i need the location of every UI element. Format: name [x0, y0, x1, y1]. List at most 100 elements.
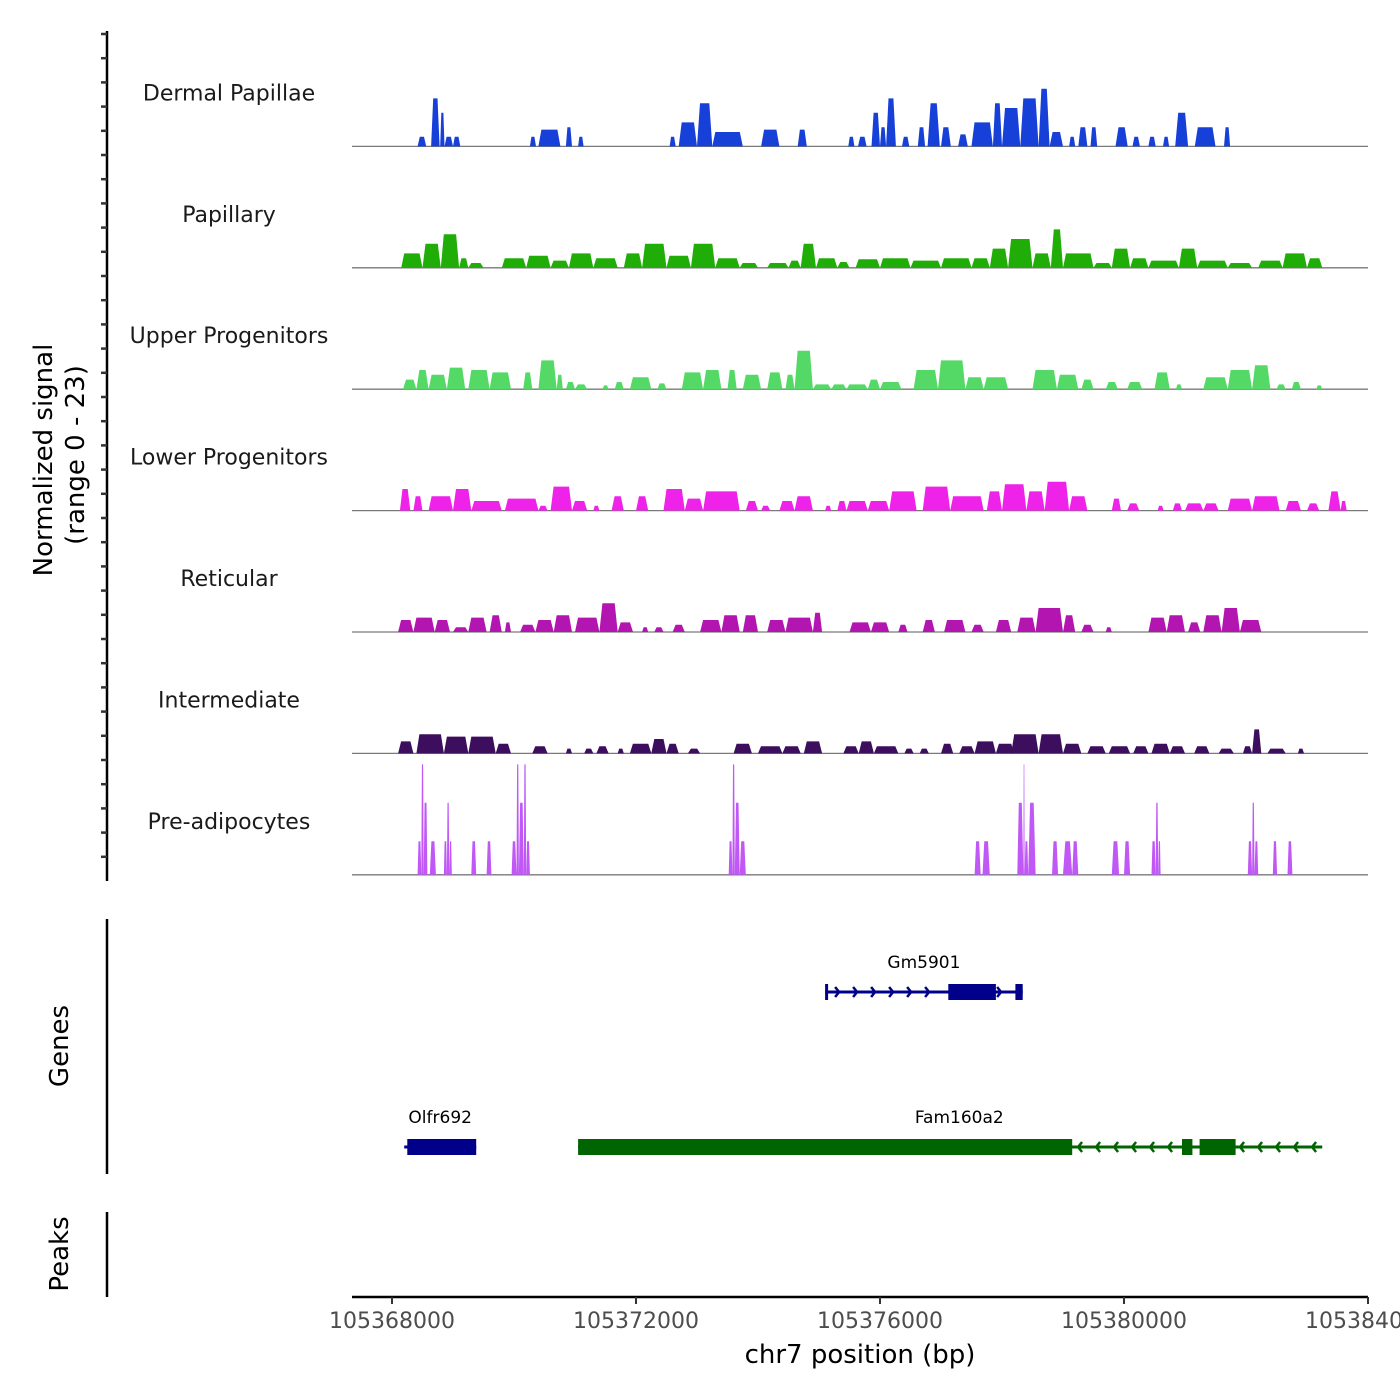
strand-arrow-icon: [1274, 1141, 1282, 1153]
signal-peak: [1328, 491, 1341, 511]
signal-peak: [596, 746, 609, 754]
signal-peak: [489, 615, 502, 632]
gene-olfr692[interactable]: Olfr692: [404, 1108, 477, 1155]
signal-peak: [1316, 385, 1323, 390]
signal-peak: [1239, 620, 1262, 632]
signal-peak: [1267, 748, 1286, 754]
signal-peak: [1111, 498, 1121, 511]
gene-exon: [578, 1139, 1073, 1155]
gene-fam160a2[interactable]: Fam160a2: [578, 1108, 1323, 1155]
signal-peak: [715, 258, 740, 268]
signal-peak: [1133, 746, 1149, 754]
signal-peak: [642, 243, 667, 268]
strand-arrow-icon: [1310, 1141, 1318, 1153]
signal-peak: [1038, 88, 1050, 147]
signal-peak: [855, 259, 880, 268]
signal-peak: [873, 746, 899, 754]
signal-peak: [501, 258, 527, 268]
signal-peak: [1002, 484, 1027, 511]
signal-peak: [858, 741, 874, 754]
signal-peak: [422, 243, 441, 268]
signal-peak: [468, 263, 484, 268]
signal-peak: [1252, 802, 1255, 875]
signal-peak: [403, 379, 417, 390]
signal-peak: [904, 748, 914, 754]
signal-peak: [849, 622, 871, 632]
gene-gm5901[interactable]: Gm5901: [825, 953, 1023, 1000]
signal-peak: [837, 501, 847, 511]
signal-peak: [666, 255, 691, 268]
signal-peak: [1127, 503, 1140, 511]
track-label: Papillary: [182, 203, 276, 228]
strand-arrow-icon: [996, 986, 1003, 998]
signal-peak: [1052, 841, 1059, 875]
signal-peak: [538, 505, 548, 511]
strand-arrow-icon: [906, 986, 913, 998]
signal-peak: [761, 129, 780, 147]
signal-peak: [1017, 617, 1036, 632]
signal-peak: [965, 377, 984, 390]
signal-peak: [413, 617, 435, 632]
strand-arrow-icon: [870, 986, 877, 998]
signal-peak: [1155, 802, 1159, 875]
track-label: Intermediate: [158, 688, 300, 713]
signal-peak: [733, 743, 752, 754]
signal-peak: [398, 741, 414, 754]
signal-peak: [1049, 132, 1063, 147]
signal-peak: [599, 603, 618, 632]
gene-exon: [407, 1139, 477, 1155]
strand-arrow-icon: [834, 986, 841, 998]
signal-peak: [1072, 841, 1079, 875]
signal-peak: [1218, 748, 1234, 754]
track-reticular: Reticular: [180, 567, 1368, 633]
signal-peak: [428, 374, 447, 390]
signal-peak: [550, 260, 569, 268]
signal-peak: [468, 736, 496, 754]
signal-peak: [816, 258, 838, 268]
strand-arrow-icon: [1166, 1141, 1174, 1153]
signal-peak: [794, 496, 813, 511]
signal-peak: [1252, 496, 1280, 511]
signal-peak: [745, 501, 758, 511]
signal-peak: [1151, 841, 1156, 875]
signal-peak: [629, 743, 652, 754]
signal-peak: [986, 491, 1002, 511]
signal-peak: [779, 501, 795, 511]
signal-peak: [761, 505, 771, 511]
signal-peak: [629, 377, 652, 390]
signal-peak: [1243, 746, 1253, 754]
gene-label: Olfr692: [408, 1108, 472, 1128]
signal-peak: [995, 743, 1015, 754]
signal-peak: [944, 620, 966, 632]
signal-peak: [1023, 764, 1025, 875]
signal-peak: [785, 374, 795, 390]
signal-peak: [429, 841, 436, 875]
signal-peak: [1028, 802, 1036, 875]
signal-peak: [922, 486, 951, 511]
signal-peak: [700, 620, 722, 632]
strand-arrow-icon: [1292, 1141, 1300, 1153]
signal-peak: [523, 764, 527, 875]
signal-peak: [518, 802, 524, 875]
signal-peak: [532, 746, 548, 754]
signal-peak: [703, 370, 722, 390]
signal-peak: [982, 841, 990, 875]
signal-peak: [617, 748, 624, 754]
signal-peak: [880, 382, 902, 390]
signal-peak: [1188, 622, 1201, 632]
signal-peak: [1166, 615, 1185, 632]
signal-peak: [846, 384, 868, 390]
signal-peak: [880, 258, 911, 268]
signal-peak: [398, 620, 414, 632]
signal-peak: [898, 624, 908, 632]
signal-peak: [917, 127, 926, 147]
signal-peak: [413, 496, 423, 511]
signal-peak: [417, 841, 422, 875]
signal-peak: [1011, 734, 1039, 754]
genes-panel-label: Genes: [45, 1005, 75, 1087]
signal-peak: [867, 501, 890, 511]
signal-peak: [858, 136, 867, 147]
signal-peak: [1069, 136, 1076, 147]
signal-peak: [1148, 617, 1167, 632]
gene-exon: [825, 984, 829, 1000]
